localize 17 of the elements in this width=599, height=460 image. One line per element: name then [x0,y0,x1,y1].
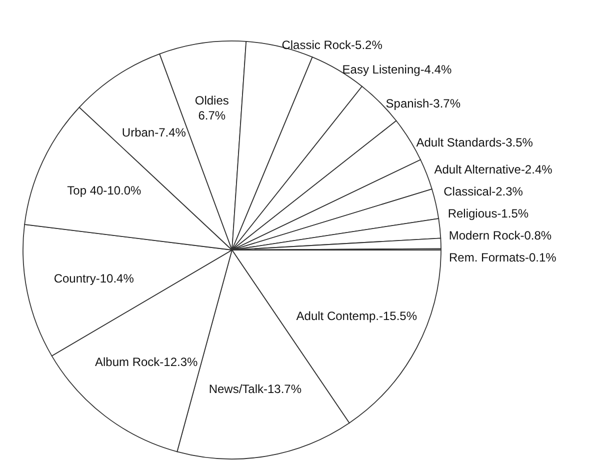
slice-label: Easy Listening-4.4% [342,62,452,76]
data-label: 6.7% [198,108,226,122]
slice-label: Rem. Formats-0.1% [449,250,557,264]
slice-label: Adult Standards-3.5% [416,135,534,150]
slice-label: Classical-2.3% [444,184,524,198]
slice-label: News/Talk-13.7% [208,382,302,396]
slice-label: Album Rock-12.3% [94,355,198,370]
slice-label: Classic Rock-5.2% [282,38,383,52]
slice-label: Oldies [194,93,229,108]
slice-label: Top 40-10.0% [67,183,142,198]
slice-label: Spanish-3.7% [386,96,461,111]
slice-label: Country-10.4% [54,272,134,286]
slice-label: Urban-7.4% [122,126,186,140]
slice-label: Modern Rock-0.8% [448,228,552,242]
slice-label: Adult Contemp.-15.5% [296,309,418,324]
slice-label: Adult Alternative-2.4% [434,162,553,176]
slice-label: Religious-1.5% [448,206,529,220]
